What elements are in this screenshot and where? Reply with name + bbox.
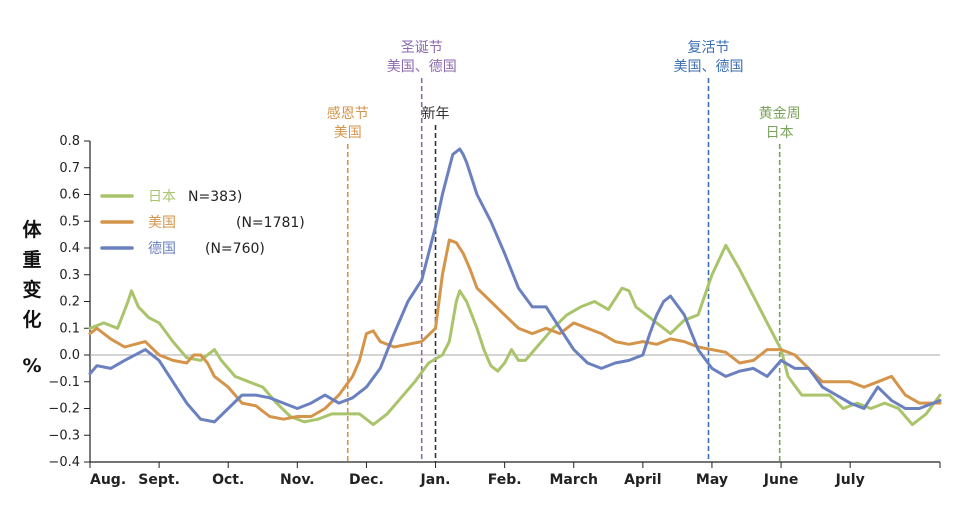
- event-label: 美国、德国: [673, 59, 743, 75]
- y-tick-label: −0.1: [48, 375, 80, 390]
- event-label: 美国、德国: [387, 59, 457, 75]
- x-tick-label: Nov.: [280, 472, 315, 488]
- legend-label: 美国: [148, 215, 176, 231]
- legend: 日本 N=383) 美国 (N=1781) 德国 (N=760): [100, 189, 305, 257]
- y-tick-label: 0.3: [59, 268, 80, 283]
- x-tick-label: Oct.: [212, 472, 244, 488]
- y-axis-label-char: 化: [22, 308, 41, 331]
- x-tick-label: April: [624, 472, 661, 488]
- y-tick-label: 0.2: [59, 295, 80, 310]
- y-tick-label: 0.1: [59, 321, 80, 336]
- y-tick-label: −0.4: [48, 455, 80, 470]
- series-line-美国: [88, 238, 942, 421]
- series-lines: [88, 147, 942, 427]
- event-label: 新年: [422, 106, 450, 122]
- y-tick-label: 0.0: [59, 348, 80, 363]
- y-tick-label: −0.3: [48, 428, 80, 443]
- legend-n: (N=1781): [236, 215, 305, 231]
- x-tick-label: Dec.: [349, 472, 384, 488]
- y-axis-label-char: 体: [22, 218, 42, 241]
- legend-label: 日本: [148, 189, 176, 205]
- x-tick-label: Jan.: [420, 472, 451, 488]
- y-tick-label: 0.7: [59, 161, 80, 176]
- x-tick-label: July: [835, 472, 865, 488]
- event-label: 圣诞节: [401, 40, 443, 56]
- x-tick-label: June: [763, 472, 799, 488]
- legend-n: (N=760): [205, 241, 265, 257]
- y-tick-label: 0.4: [59, 241, 80, 256]
- series-line-德国: [88, 147, 942, 424]
- axes: −0.4 −0.3 −0.2 −0.1 0.0 0.1 0.2 0.3 0.4 0.5 0.6 0.7…: [48, 134, 941, 488]
- event-label: 黄金周: [759, 105, 801, 122]
- y-tick-label: −0.2: [48, 402, 80, 417]
- y-axis-label-char: 重: [22, 249, 41, 271]
- x-tick-label: Sept.: [138, 472, 180, 488]
- x-tick-label: May: [696, 472, 728, 488]
- x-tick-label: March: [549, 472, 598, 488]
- x-tick-label: Feb.: [488, 472, 522, 488]
- event-label: 日本: [766, 125, 794, 141]
- legend-label: 德国: [148, 241, 176, 257]
- y-axis-label-char: %: [22, 355, 41, 377]
- x-tick-label: Aug.: [90, 472, 126, 488]
- event-label: 复活节: [687, 39, 729, 56]
- y-tick-label: 0.6: [59, 188, 80, 203]
- event-label: 感恩节: [327, 105, 369, 122]
- series-line-日本: [88, 243, 942, 427]
- legend-n: N=383): [188, 189, 242, 205]
- y-tick-label: 0.8: [59, 134, 80, 149]
- y-tick-label: 0.5: [59, 214, 80, 229]
- y-axis-label-char: 变: [22, 278, 41, 301]
- event-label: 美国: [334, 125, 362, 141]
